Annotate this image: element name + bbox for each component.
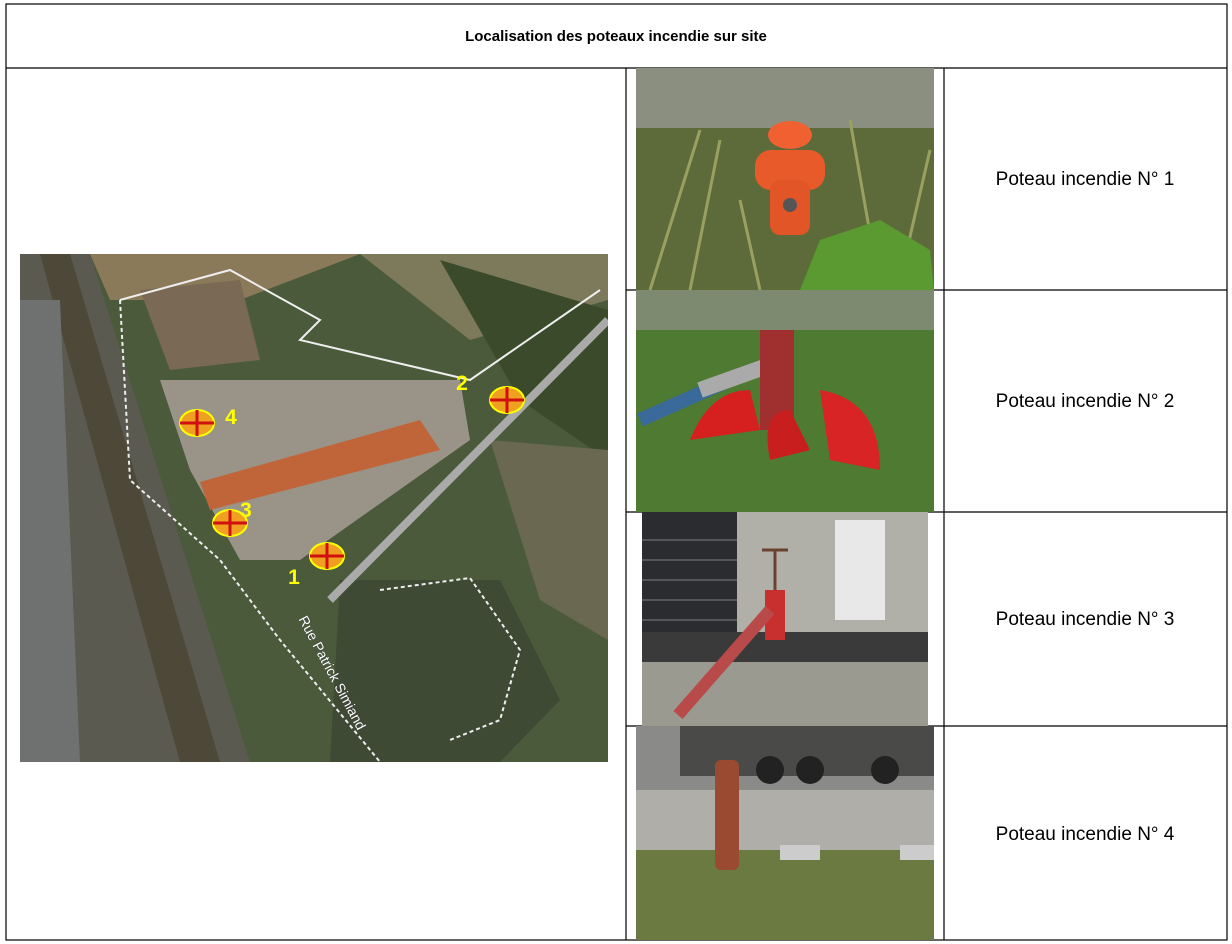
row-label: Poteau incendie N° 4	[996, 824, 1175, 845]
row-label: Poteau incendie N° 2	[996, 391, 1175, 412]
aerial-map: Rue Patrick Simiand	[20, 254, 608, 762]
row-label: Poteau incendie N° 1	[996, 169, 1175, 190]
photo	[636, 290, 934, 512]
table-title: Localisation des poteaux incendie sur si…	[465, 28, 767, 45]
marker-number: 3	[240, 499, 252, 522]
marker-number: 2	[456, 372, 468, 395]
row-label: Poteau incendie N° 3	[996, 609, 1175, 630]
marker	[489, 386, 525, 414]
hydrant-markers: 1 2 3 4	[179, 372, 525, 589]
photo	[636, 726, 934, 940]
marker	[309, 542, 345, 570]
marker-number: 4	[225, 406, 237, 429]
photo	[636, 68, 934, 290]
marker	[179, 409, 215, 437]
photo	[642, 512, 928, 726]
marker	[212, 509, 248, 537]
marker-number: 1	[288, 566, 300, 589]
